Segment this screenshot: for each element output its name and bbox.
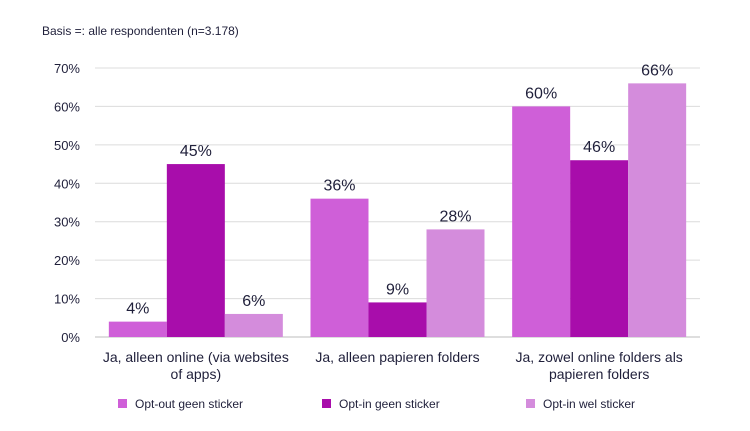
category-label: Ja, alleen papieren folders [315,349,479,365]
bar [368,302,427,337]
bar [426,229,485,337]
data-label: 45% [180,143,212,160]
legend-swatch [526,399,535,408]
legend-label: Opt-in wel sticker [543,397,635,411]
y-axis-ticks: 0% 10% 20% 30% 40% 50% 60% 70% [54,61,80,345]
legend: Opt-out geen sticker Opt-in geen sticker O… [118,397,635,411]
data-label: 6% [242,293,265,310]
bar [224,313,283,337]
data-label: 9% [386,281,409,298]
data-labels: 4% 45% 6% 36% 9% 28% 60% 46% 66% [126,62,673,317]
data-label: 4% [126,301,149,318]
y-tick-label: 10% [54,292,80,307]
bar [628,83,687,337]
legend-swatch [118,399,127,408]
category-label: Ja, zowel online folders als [516,349,683,365]
data-label: 60% [525,85,557,102]
y-tick-label: 70% [54,61,80,76]
data-label: 66% [641,62,673,79]
category-label: papieren folders [549,366,649,382]
data-label: 36% [323,178,355,195]
bar [570,160,629,337]
category-label: Ja, alleen online (via websites [103,349,289,365]
bar [310,198,369,337]
legend-swatch [322,399,331,408]
y-tick-label: 20% [54,253,80,268]
category-label: of apps) [171,366,222,382]
basis-note: Basis =: alle respondenten (n=3.178) [42,24,239,38]
bars [108,83,687,337]
data-label: 46% [583,139,615,156]
y-tick-label: 40% [54,176,80,191]
legend-label: Opt-out geen sticker [135,397,243,411]
data-label: 28% [439,208,471,225]
legend-label: Opt-in geen sticker [339,397,440,411]
bar [512,106,571,337]
bar [108,321,167,337]
y-tick-label: 60% [54,99,80,114]
y-tick-label: 50% [54,138,80,153]
y-tick-label: 0% [61,330,80,345]
y-tick-label: 30% [54,215,80,230]
bar [166,164,225,337]
